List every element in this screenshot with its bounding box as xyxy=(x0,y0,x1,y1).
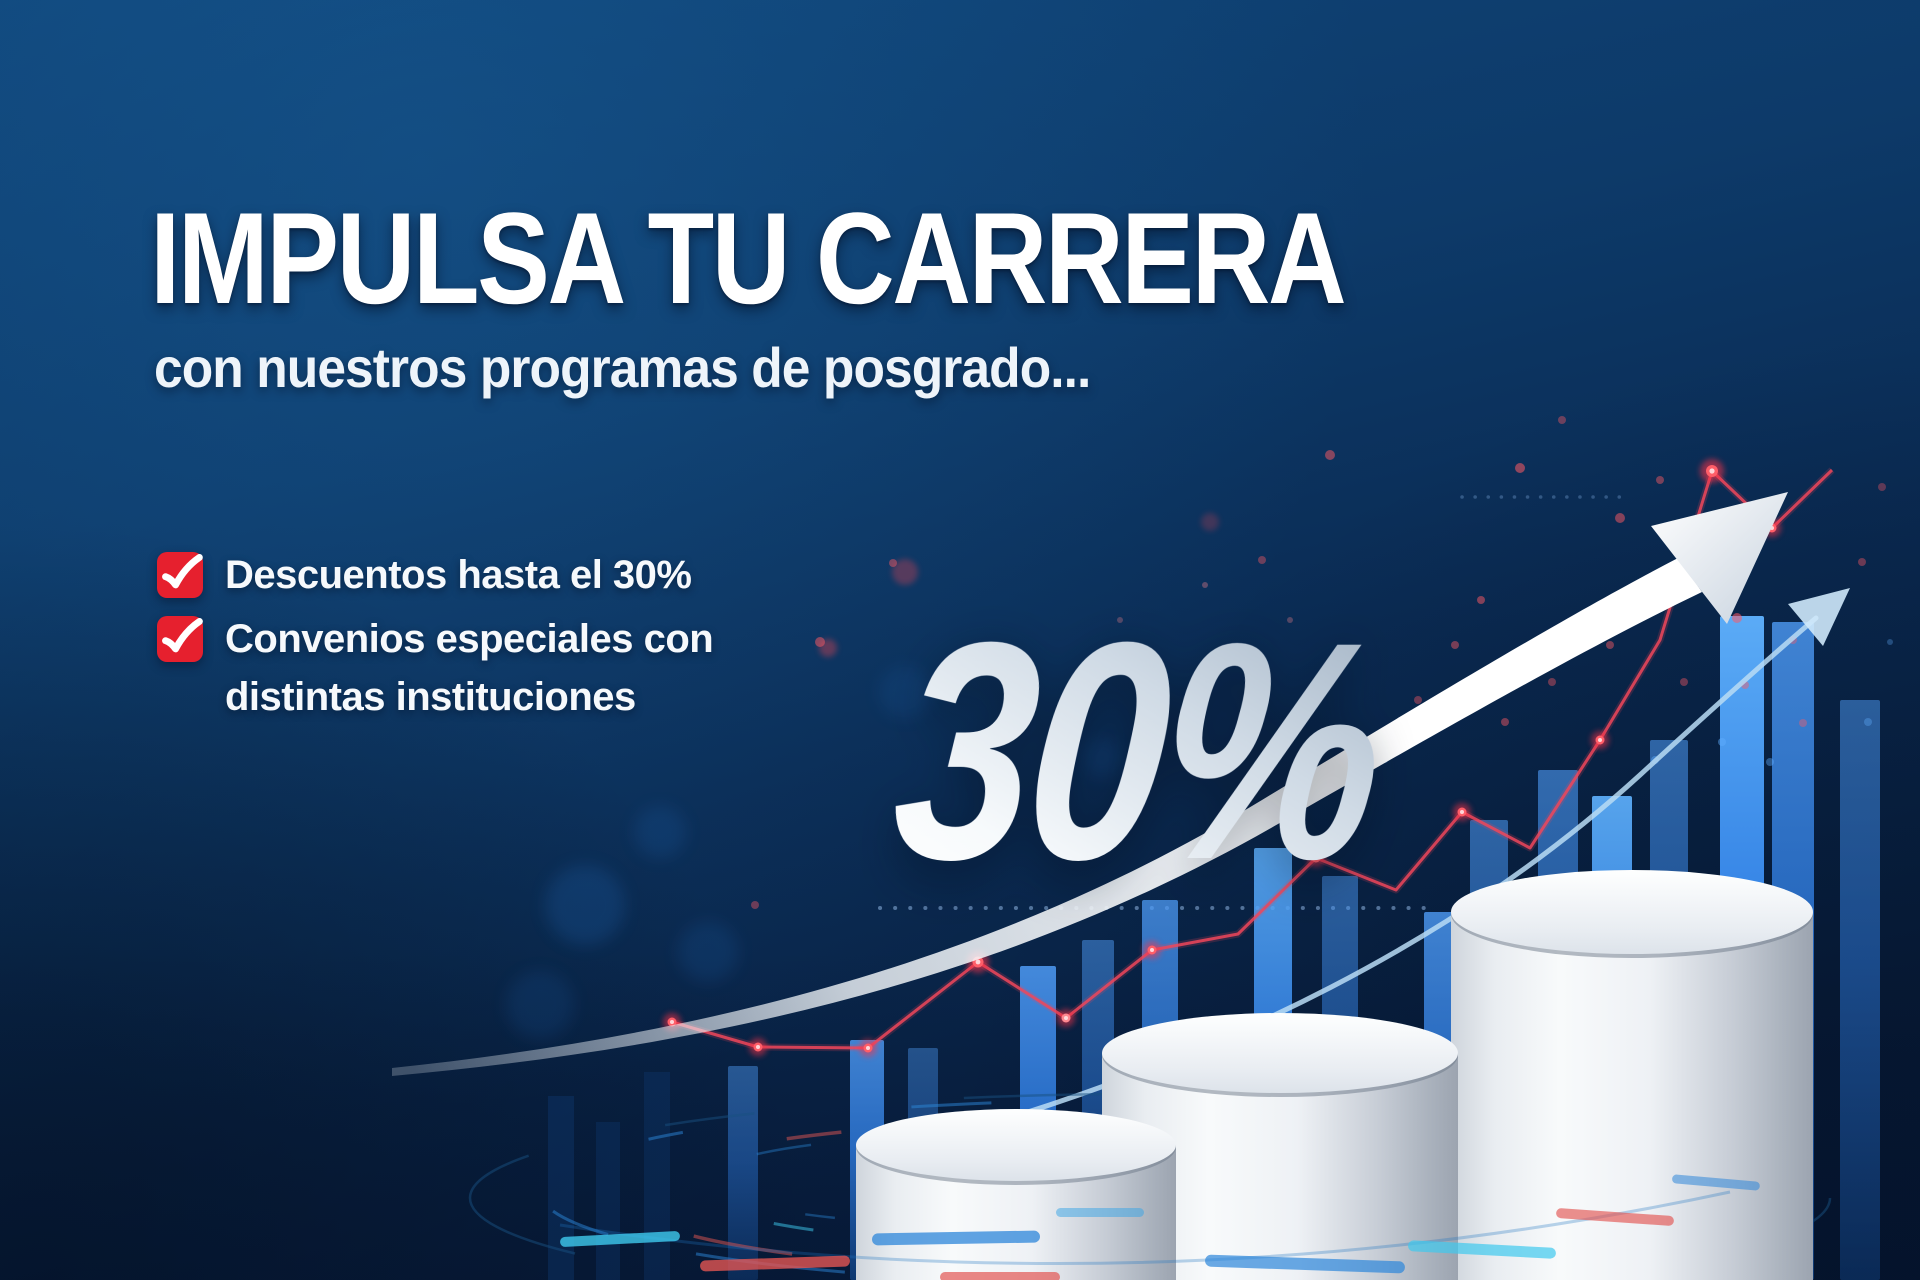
check-icon xyxy=(157,552,203,598)
benefit-label: Descuentos hasta el 30% xyxy=(225,553,692,597)
dotted-lines xyxy=(878,495,1630,910)
check-icon xyxy=(157,616,203,662)
headline: IMPULSA TU CARRERA con nuestros programa… xyxy=(150,193,1572,398)
page-title: IMPULSA TU CARRERA xyxy=(150,185,1347,331)
benefits-list: Descuentos hasta el 30% Convenios especi… xyxy=(157,546,714,732)
page-subtitle: con nuestros programas de posgrado... xyxy=(154,336,1091,399)
particles xyxy=(751,416,1893,909)
list-item: Convenios especiales con distintas insti… xyxy=(157,610,714,726)
growth-arrow-icon xyxy=(392,492,1788,1076)
ground-rings-front xyxy=(559,1174,1760,1280)
podium-step-3 xyxy=(1451,870,1813,1280)
podium-step-1 xyxy=(856,1109,1176,1280)
podium xyxy=(856,870,1813,1280)
benefit-label: Convenios especiales con distintas insti… xyxy=(225,617,714,719)
list-item: Descuentos hasta el 30% xyxy=(157,546,713,604)
discount-value: 30% xyxy=(883,577,1391,924)
